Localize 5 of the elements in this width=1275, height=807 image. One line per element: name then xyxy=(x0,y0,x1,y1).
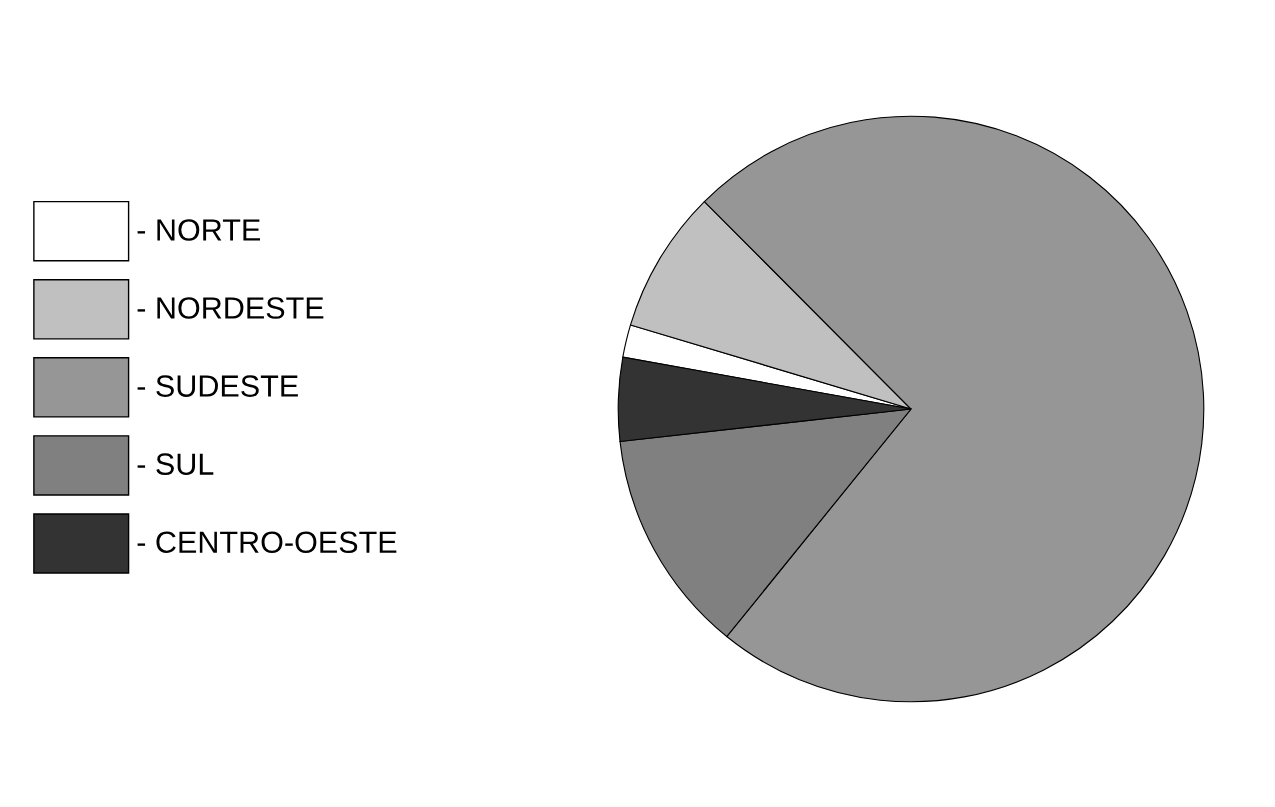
legend-label: - NORTE xyxy=(137,219,260,241)
legend-label: - SUL xyxy=(137,453,214,475)
legend-label: - CENTRO-OESTE xyxy=(137,531,397,554)
legend-label: - SUDESTE xyxy=(137,375,298,397)
legend-label: - NORDESTE xyxy=(137,297,324,319)
